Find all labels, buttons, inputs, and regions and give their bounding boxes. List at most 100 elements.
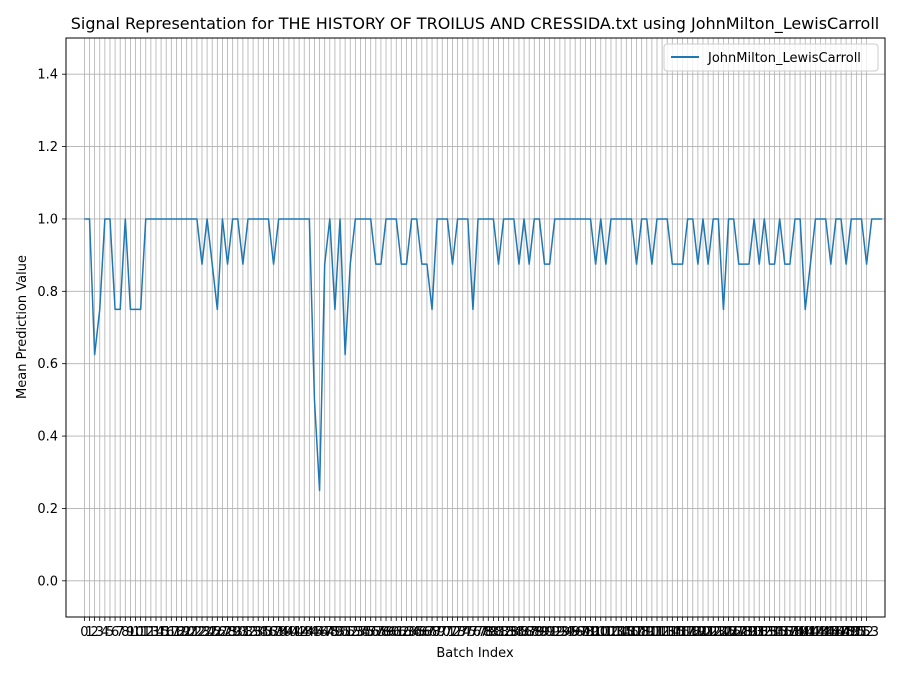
x-tick-label: 52 — [342, 625, 359, 640]
x-tick-label: 64 — [403, 625, 420, 640]
x-tick-label: 82 — [495, 625, 512, 640]
x-tick-label: 123 — [701, 625, 726, 640]
x-tick-label: 20 — [178, 625, 195, 640]
x-tick-label: 119 — [680, 625, 705, 640]
x-tick-label: 130 — [737, 625, 762, 640]
x-tick-label: 103 — [599, 625, 624, 640]
x-tick-label: 135 — [762, 625, 787, 640]
x-tick-label: 152 — [849, 625, 874, 640]
x-tick-label: 98 — [577, 625, 594, 640]
x-tick-label: 138 — [777, 625, 802, 640]
x-tick-label: 58 — [373, 625, 390, 640]
x-tick-label: 89 — [531, 625, 548, 640]
x-tick-label: 13 — [143, 625, 160, 640]
x-tick-label: 69 — [429, 625, 446, 640]
x-tick-label: 109 — [629, 625, 654, 640]
x-tick-label: 83 — [500, 625, 517, 640]
x-tick-label: 34 — [250, 625, 267, 640]
x-tick-label: 4 — [101, 625, 109, 640]
x-tick-label: 61 — [388, 625, 405, 640]
x-tick-label: 116 — [665, 625, 690, 640]
x-tick-label: 132 — [747, 625, 772, 640]
x-tick-label: 84 — [506, 625, 523, 640]
x-tick-label: 59 — [378, 625, 395, 640]
x-tick-label: 60 — [383, 625, 400, 640]
x-tick-label: 54 — [352, 625, 369, 640]
x-tick-label: 88 — [526, 625, 543, 640]
x-tick-label: 107 — [619, 625, 644, 640]
x-tick-label: 0 — [80, 625, 88, 640]
x-tick-label: 139 — [783, 625, 808, 640]
x-tick-label: 87 — [521, 625, 538, 640]
x-tick-label: 114 — [655, 625, 680, 640]
legend-box — [663, 43, 879, 72]
x-tick-label: 100 — [583, 625, 608, 640]
x-tick-label: 86 — [516, 625, 533, 640]
x-tick-label: 77 — [470, 625, 487, 640]
x-tick-label: 66 — [414, 625, 431, 640]
x-tick-label: 21 — [183, 625, 200, 640]
x-tick-label: 71 — [439, 625, 456, 640]
x-tick-label: 33 — [245, 625, 262, 640]
x-tick-label: 137 — [772, 625, 797, 640]
x-tick-label: 55 — [357, 625, 374, 640]
x-tick-label: 148 — [829, 625, 854, 640]
x-tick-label: 74 — [454, 625, 471, 640]
x-tick-label: 24 — [199, 625, 216, 640]
x-tick-label: 122 — [696, 625, 721, 640]
x-tick-label: 12 — [137, 625, 154, 640]
x-tick-label: 38 — [270, 625, 287, 640]
x-tick-label: 150 — [839, 625, 864, 640]
x-tick-label: 73 — [449, 625, 466, 640]
x-tick-label: 56 — [362, 625, 379, 640]
x-tick-label: 30 — [230, 625, 247, 640]
x-tick-label: 153 — [854, 625, 879, 640]
x-tick-label: 35 — [255, 625, 272, 640]
x-tick-label: 7 — [116, 625, 124, 640]
y-tick-label: 0.8 — [37, 285, 58, 300]
x-tick-label: 102 — [593, 625, 618, 640]
x-tick-label: 129 — [731, 625, 756, 640]
x-axis-ticks: 0123456789101112131415161718192021222324… — [80, 617, 879, 640]
y-tick-label: 0.2 — [37, 502, 58, 517]
x-tick-label: 144 — [808, 625, 833, 640]
x-tick-label: 147 — [824, 625, 849, 640]
x-tick-label: 40 — [281, 625, 298, 640]
x-tick-label: 1 — [85, 625, 93, 640]
x-tick-label: 117 — [670, 625, 695, 640]
x-tick-label: 131 — [742, 625, 767, 640]
x-tick-label: 32 — [240, 625, 257, 640]
x-tick-label: 3 — [96, 625, 104, 640]
y-tick-label: 0.0 — [37, 574, 58, 589]
x-tick-label: 72 — [444, 625, 461, 640]
y-tick-label: 1.4 — [37, 68, 58, 83]
x-tick-label: 90 — [536, 625, 553, 640]
x-tick-label: 118 — [675, 625, 700, 640]
x-tick-label: 110 — [634, 625, 659, 640]
x-tick-label: 70 — [434, 625, 451, 640]
x-tick-label: 6 — [111, 625, 119, 640]
y-gridlines — [66, 73, 885, 582]
x-tick-label: 57 — [368, 625, 385, 640]
plot-frame — [65, 37, 886, 618]
x-tick-label: 145 — [813, 625, 838, 640]
x-tick-label: 125 — [711, 625, 736, 640]
x-tick-label: 53 — [347, 625, 364, 640]
x-tick-label: 136 — [767, 625, 792, 640]
x-tick-label: 45 — [306, 625, 323, 640]
x-tick-label: 85 — [511, 625, 528, 640]
x-tick-label: 14 — [148, 625, 165, 640]
x-tick-label: 23 — [194, 625, 211, 640]
x-tick-label: 127 — [721, 625, 746, 640]
x-tick-label: 27 — [214, 625, 231, 640]
y-tick-label: 0.6 — [37, 357, 58, 372]
x-tick-label: 149 — [834, 625, 859, 640]
x-tick-label: 106 — [614, 625, 639, 640]
x-tick-label: 99 — [582, 625, 599, 640]
x-tick-label: 25 — [204, 625, 221, 640]
x-tick-label: 128 — [726, 625, 751, 640]
x-tick-label: 113 — [650, 625, 675, 640]
series-line — [84, 218, 882, 492]
y-axis-label: Mean Prediction Value — [15, 255, 30, 399]
x-tick-label: 121 — [691, 625, 716, 640]
